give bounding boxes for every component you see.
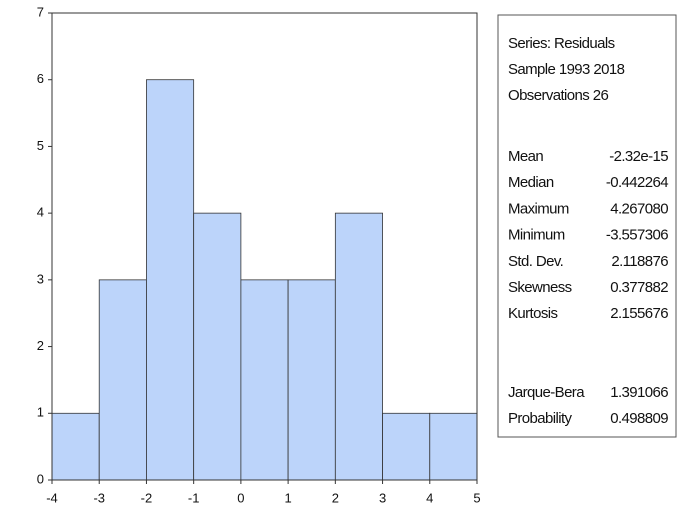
- stats-header: Series: Residuals: [508, 35, 615, 52]
- x-tick-label: -4: [46, 490, 58, 505]
- stat-label: Std. Dev.: [508, 253, 563, 270]
- stats-header: Observations 26: [508, 87, 608, 104]
- stat-value: 4.267080: [610, 200, 668, 217]
- y-tick-label: 6: [37, 71, 44, 86]
- y-tick-label: 2: [37, 338, 44, 353]
- stat-value: -0.442264: [606, 174, 668, 191]
- y-tick-label: 7: [37, 4, 44, 19]
- stat-label: Skewness: [508, 279, 572, 296]
- x-tick-label: 0: [237, 490, 244, 505]
- x-tick-label: 5: [473, 490, 480, 505]
- y-tick-label: 1: [37, 405, 44, 420]
- stat-label: Mean: [508, 148, 543, 165]
- stats-header: Sample 1993 2018: [508, 61, 625, 78]
- y-tick-label: 0: [37, 471, 44, 486]
- stat-value: 2.155676: [610, 305, 668, 322]
- stat-label: Maximum: [508, 200, 569, 217]
- stat-label: Median: [508, 174, 554, 191]
- stat-value: -3.557306: [606, 227, 668, 244]
- y-tick-label: 5: [37, 138, 44, 153]
- x-tick-label: 4: [426, 490, 433, 505]
- x-tick-label: -1: [188, 490, 200, 505]
- stat-label: Minimum: [508, 227, 565, 244]
- bar: [429, 412, 478, 481]
- stat-value: 0.498809: [610, 410, 668, 427]
- x-tick-label: 1: [284, 490, 291, 505]
- stat-value: -2.32e-15: [609, 148, 668, 165]
- plot-frame: [51, 12, 478, 481]
- x-tick-label: -2: [141, 490, 153, 505]
- stats-box: [497, 14, 677, 438]
- stat-label: Jarque-Bera: [508, 384, 585, 401]
- bar: [334, 212, 383, 481]
- stat-value: 0.377882: [610, 279, 668, 296]
- bar: [98, 279, 147, 481]
- bar: [193, 212, 242, 481]
- stat-label: Probability: [508, 410, 573, 427]
- y-tick-label: 4: [37, 205, 44, 220]
- bar: [51, 412, 100, 481]
- stat-label: Kurtosis: [508, 305, 557, 322]
- stat-value: 1.391066: [610, 384, 668, 401]
- bar: [146, 79, 195, 481]
- stat-value: 2.118876: [611, 253, 668, 270]
- y-tick-label: 3: [37, 271, 44, 286]
- x-tick-label: 2: [332, 490, 339, 505]
- bar: [382, 412, 431, 481]
- x-tick-label: -3: [93, 490, 105, 505]
- bar: [240, 279, 289, 481]
- x-tick-label: 3: [379, 490, 386, 505]
- bar: [287, 279, 336, 481]
